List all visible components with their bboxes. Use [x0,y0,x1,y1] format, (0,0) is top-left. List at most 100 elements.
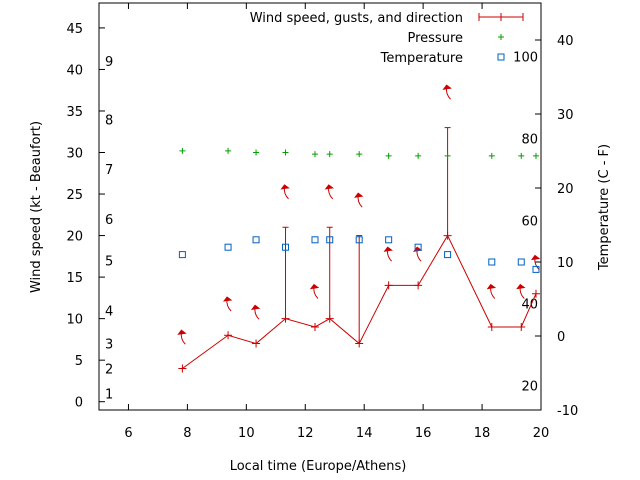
y-tick-label: 45 [66,22,83,37]
y-tick-label: 25 [66,188,83,203]
legend: Wind speed, gusts, and direction Pressure… [250,11,524,66]
fahrenheit-label: 80 [521,132,538,147]
y2-tick-label: -10 [557,404,578,419]
y2-tick-label: 0 [557,330,565,345]
beaufort-label: 2 [105,362,113,377]
pressure-point [385,152,392,159]
wind-direction-arrow-head [309,283,320,290]
wind-direction-arrow-head [383,246,393,252]
pressure-point [532,152,539,159]
wind-speed-point [310,322,319,331]
x-tick-label: 10 [238,426,255,441]
wind-direction-arrow-head [530,254,541,261]
beaufort-label: 4 [105,304,113,319]
pressure-point [282,149,289,156]
y-tick-label: 20 [66,230,83,245]
y-tick-label: 15 [66,271,83,286]
plot-frame [98,2,542,411]
temperature-point [311,236,319,244]
wind-series [177,84,541,373]
pressure-point [253,149,260,156]
temperature-point [326,236,334,244]
y-axis-ticks: 0 5 10 15 20 25 30 35 40 45 [66,22,105,411]
wind-direction-arrow-head [222,296,233,302]
legend-sample-wind-marker [497,13,505,21]
x-tick-label: 20 [533,426,550,441]
legend-sample-temperature [497,53,505,61]
wind-direction-arrow-head [280,184,290,190]
legend-label-pressure: Pressure [407,31,463,46]
beaufort-label: 8 [105,113,113,128]
temperature-series [178,236,540,273]
x-tick-label: 16 [415,426,432,441]
temperature-point [224,243,232,251]
wind-direction-arrow-head [354,192,364,198]
temperature-point [414,243,422,251]
temperature-point [488,258,496,266]
wind-speed-point [384,281,393,290]
pressure-point [415,152,422,159]
y-tick-label: 10 [66,313,83,328]
pressure-point [518,152,525,159]
beaufort-label: 1 [105,387,113,402]
temperature-point [252,236,260,244]
pressure-point [311,151,318,158]
pressure-point [179,147,186,154]
temperature-point [178,251,186,259]
fahrenheit-label: 100 [513,50,538,65]
beaufort-label: 3 [105,338,113,353]
beaufort-label: 6 [105,213,113,228]
x-axis-ticks: 6 8 10 12 14 16 18 20 [124,3,549,441]
legend-label-temperature: Temperature [380,51,463,66]
y2-axis-ticks: -10 0 10 20 30 40 [535,34,578,419]
temperature-point [517,258,525,266]
beaufort-label: 5 [105,254,113,269]
y-axis-label: Wind speed (kt - Beaufort) [29,121,44,293]
pressure-point [444,152,451,159]
pressure-point [326,151,333,158]
y2-axis-label: Temperature (C - F) [597,144,612,271]
x-axis-label: Local time (Europe/Athens) [230,459,407,474]
fahrenheit-label: 40 [521,297,538,312]
wind-speed-point [531,289,540,298]
x-tick-label: 14 [356,426,373,441]
wind-direction-arrow-head [177,329,187,335]
fahrenheit-scale-labels: 20 40 60 80 100 [513,50,538,394]
wind-speed-point [487,322,496,331]
legend-sample-pressure [498,34,504,40]
temperature-point [355,236,363,244]
beaufort-label: 7 [105,163,113,178]
y-tick-label: 5 [75,354,83,369]
x-tick-label: 6 [124,426,132,441]
pressure-series [179,147,539,159]
wind-direction-arrow-head [486,283,497,290]
y2-tick-label: 30 [557,108,574,123]
wind-speed-point [414,281,423,290]
temperature-point [532,265,540,273]
x-tick-label: 18 [474,426,491,441]
wind-speed-point [252,339,261,348]
fahrenheit-label: 20 [521,380,538,395]
temperature-point [282,243,290,251]
fahrenheit-label: 60 [521,215,538,230]
pressure-point [225,147,232,154]
y2-tick-label: 10 [557,256,574,271]
y2-tick-label: 40 [557,34,574,49]
temperature-point [444,251,452,259]
y-tick-label: 30 [66,147,83,162]
wind-direction-arrow-head [516,283,526,290]
wind-direction-arrow-head [324,184,334,190]
pressure-point [488,152,495,159]
y-tick-label: 40 [66,63,83,78]
wind-direction-arrow-head [250,304,261,310]
temperature-point [385,236,393,244]
x-tick-label: 8 [183,426,191,441]
pressure-point [356,151,363,158]
beaufort-scale-labels: 1 2 3 4 5 6 7 8 9 [105,55,113,402]
wind-direction-arrow-head [442,84,452,90]
beaufort-label: 9 [105,55,113,70]
legend-label-wind: Wind speed, gusts, and direction [250,11,463,26]
wind-speed-point [178,364,187,373]
